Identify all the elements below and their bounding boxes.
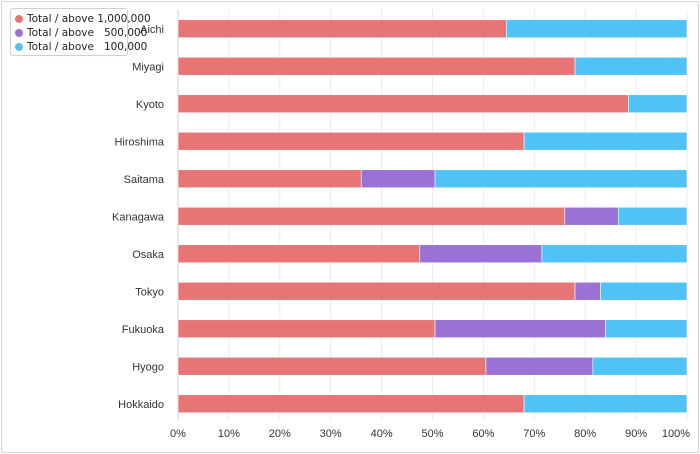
category-label: Fukuoka [122, 324, 165, 336]
x-tick-label: 50% [421, 428, 443, 440]
bar-tokyo-series-3[interactable] [600, 281, 688, 301]
category-label: Aichi [140, 24, 164, 36]
bar-kyoto-series-1[interactable] [177, 94, 629, 114]
bar-hyogo-series-2[interactable] [485, 356, 594, 376]
bar-hokkaido-series-3[interactable] [523, 394, 688, 414]
bar-kanagawa-series-3[interactable] [617, 206, 688, 226]
bar-hiroshima-series-1[interactable] [177, 131, 525, 151]
bar-hokkaido-series-1[interactable] [177, 394, 525, 414]
x-tick-label: 40% [371, 428, 393, 440]
bar-osaka-series-1[interactable] [177, 244, 421, 264]
legend-swatch-2 [15, 29, 23, 37]
bar-miyagi-series-3[interactable] [574, 56, 688, 76]
x-tick-labels: 0% 10% 20% 30% 40% 50% 60% 70% 80% 90% 100% [170, 428, 690, 440]
bar-osaka-series-3[interactable] [541, 244, 688, 264]
category-label: Kyoto [136, 99, 164, 111]
bar-fukuoka-series-3[interactable] [605, 319, 688, 339]
category-label: Hiroshima [114, 136, 164, 148]
bar-saitama-series-3[interactable] [434, 169, 688, 189]
category-labels: Aichi Miyagi Kyoto Hiroshima Saitama Kanagawa… [112, 24, 165, 411]
legend-item-2[interactable]: Total / above 500,000 [15, 26, 147, 40]
bar-aichi-series-1[interactable] [177, 19, 507, 39]
bar-fukuoka-series-2[interactable] [434, 319, 606, 339]
bar-saitama-series-1[interactable] [177, 169, 362, 189]
x-tick-label: 0% [170, 428, 186, 440]
legend-label-2: Total / above 500,000 [27, 27, 148, 39]
x-tick-label: 60% [472, 428, 494, 440]
bar-saitama-series-2[interactable] [360, 169, 436, 189]
category-label: Miyagi [132, 61, 164, 73]
category-label: Hyogo [132, 361, 164, 373]
legend-swatch-3 [15, 43, 23, 51]
x-tick-label: 70% [523, 428, 545, 440]
category-label: Tokyo [135, 286, 164, 298]
bar-aichi-series-3[interactable] [506, 19, 688, 39]
bar-kyoto-series-3[interactable] [628, 94, 688, 114]
bar-miyagi-series-1[interactable] [177, 56, 576, 76]
category-label: Saitama [124, 174, 165, 186]
x-tick-label: 100% [662, 428, 690, 440]
bar-fukuoka-series-1[interactable] [177, 319, 436, 339]
legend-item-1[interactable]: Total / above 1,000,000 [15, 12, 151, 26]
legend-swatch-1 [15, 15, 23, 23]
bars [177, 19, 688, 414]
x-tick-label: 90% [625, 428, 647, 440]
category-label: Kanagawa [112, 211, 165, 223]
category-label: Osaka [132, 249, 165, 261]
bar-osaka-series-2[interactable] [419, 244, 543, 264]
bar-hyogo-series-3[interactable] [592, 356, 688, 376]
bar-hiroshima-series-3[interactable] [523, 131, 688, 151]
legend: Total / above 1,000,000 Total / above 50… [10, 8, 151, 56]
legend-label-1: Total / above 1,000,000 [27, 13, 151, 25]
bar-kanagawa-series-2[interactable] [564, 206, 619, 226]
bar-tokyo-series-2[interactable] [574, 281, 601, 301]
bar-kanagawa-series-1[interactable] [177, 206, 566, 226]
x-tick-label: 20% [269, 428, 291, 440]
legend-label-3: Total / above 100,000 [27, 41, 148, 53]
bar-tokyo-series-1[interactable] [177, 281, 576, 301]
x-tick-label: 30% [320, 428, 342, 440]
category-label: Hokkaido [118, 399, 164, 411]
legend-item-3[interactable]: Total / above 100,000 [15, 40, 147, 54]
x-tick-label: 80% [574, 428, 596, 440]
bar-hyogo-series-1[interactable] [177, 356, 487, 376]
x-tick-label: 10% [218, 428, 240, 440]
